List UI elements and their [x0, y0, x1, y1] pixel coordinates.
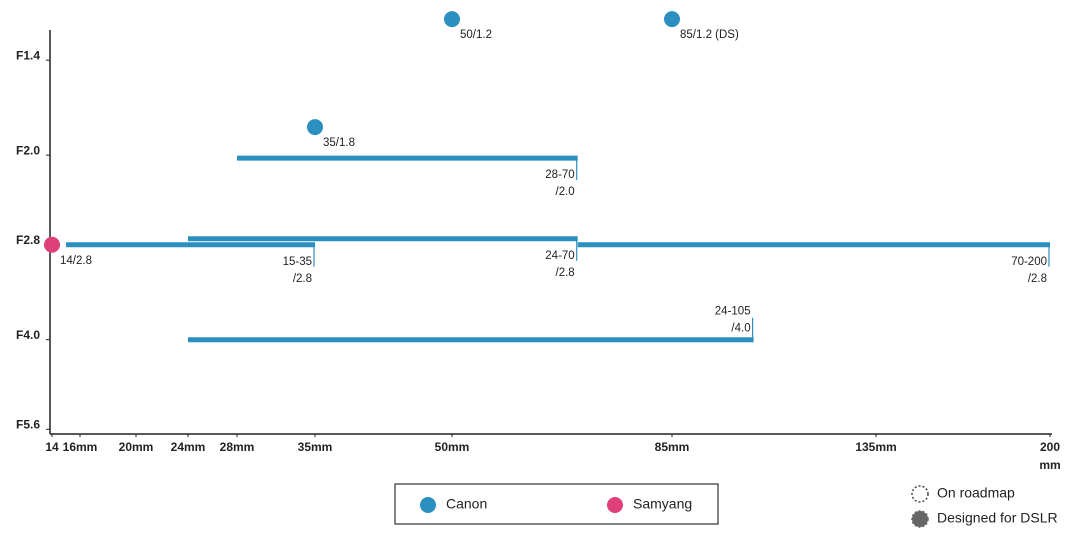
lens-label: 35/1.8 [323, 137, 355, 149]
x-tick-label: 50mm [435, 440, 470, 454]
x-tick-label: 200 [1040, 440, 1060, 454]
y-tick-label: F4.0 [16, 328, 40, 342]
x-tick-label: 85mm [655, 440, 690, 454]
lens-label: 70-200 [1011, 256, 1047, 268]
lens-label: 28-70 [545, 169, 574, 181]
lens-label: 24-105 [715, 306, 751, 318]
lens-label: /4.0 [731, 323, 750, 335]
lens-label: /2.0 [556, 186, 575, 198]
marker-label: Designed for DSLR [937, 510, 1058, 526]
legend-label: Canon [446, 496, 487, 512]
lens-label: 50/1.2 [460, 29, 492, 41]
x-tick-label: 16mm [63, 440, 98, 454]
x-tick-label: 14 [45, 440, 59, 454]
marker-swatch [911, 510, 929, 528]
lens-point [664, 11, 680, 28]
lens-label: 85/1.2 (DS) [680, 29, 739, 41]
y-tick-label: F1.4 [16, 48, 40, 62]
x-tick-label: 28mm [220, 440, 255, 454]
legend-swatch [420, 497, 436, 513]
y-tick-label: F5.6 [16, 417, 40, 431]
lens-point [444, 11, 460, 28]
lens-point [44, 236, 60, 253]
legend-label: Samyang [633, 496, 692, 512]
lens-label: 14/2.8 [60, 255, 92, 267]
lens-point [307, 119, 323, 136]
x-tick-label: mm [1039, 458, 1060, 472]
lens-label: /2.8 [293, 273, 312, 285]
lens-label: /2.8 [556, 267, 575, 279]
lens-label: /2.8 [1028, 273, 1047, 285]
legend-box [394, 483, 719, 525]
legend-swatch [607, 497, 623, 513]
x-tick-label: 135mm [855, 440, 896, 454]
x-tick-label: 20mm [119, 440, 154, 454]
y-tick-label: F2.8 [16, 233, 40, 247]
lens-label: 24-70 [545, 250, 574, 262]
marker-swatch [911, 485, 929, 503]
x-tick-label: 35mm [298, 440, 333, 454]
y-tick-label: F2.0 [16, 143, 40, 157]
marker-label: On roadmap [937, 485, 1015, 501]
lens-label: 15-35 [283, 256, 312, 268]
x-tick-label: 24mm [171, 440, 206, 454]
